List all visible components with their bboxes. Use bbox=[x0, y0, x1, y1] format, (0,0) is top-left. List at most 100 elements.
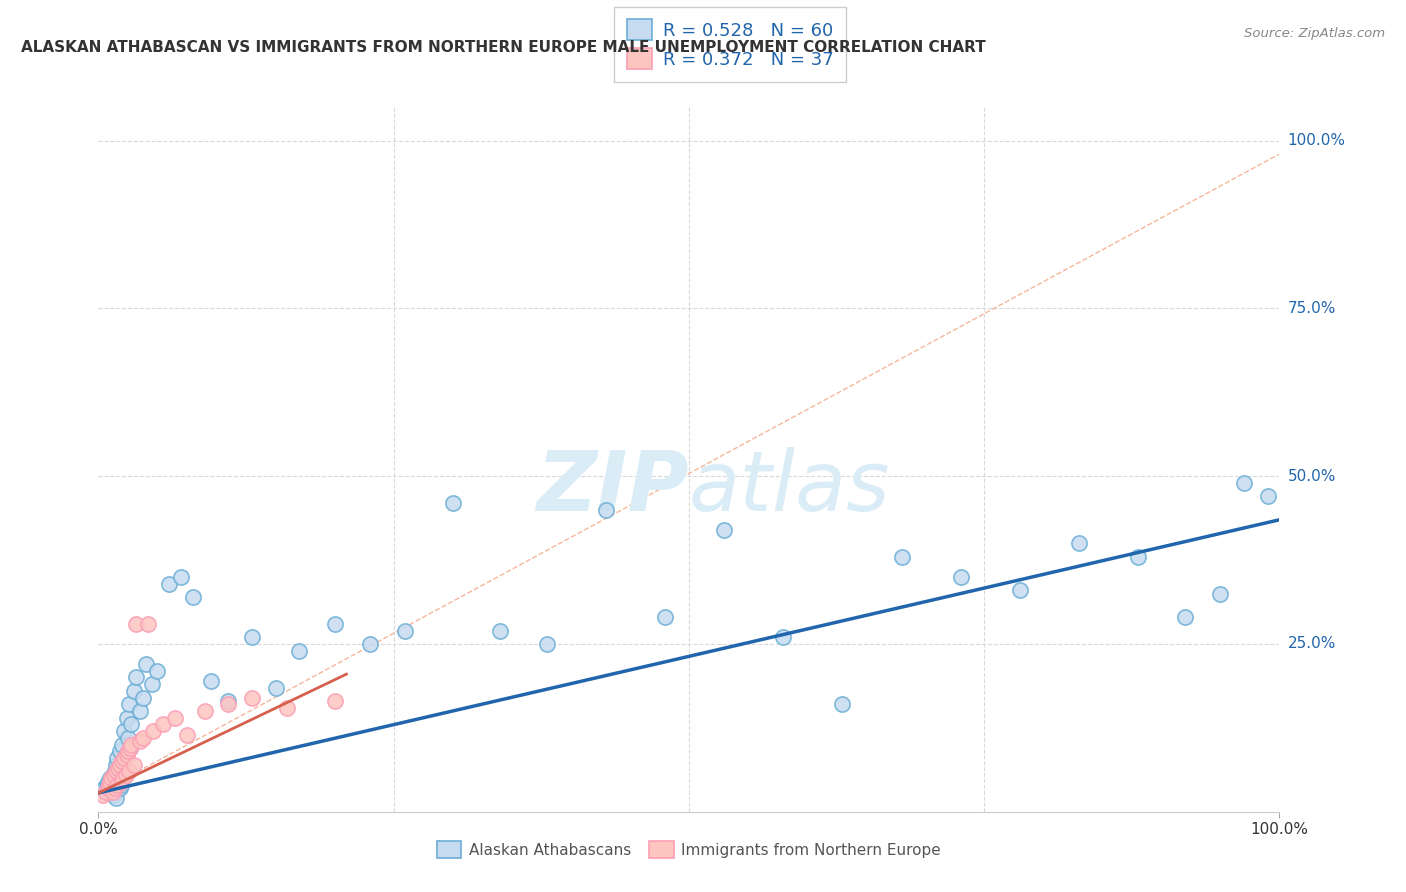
Point bbox=[110, 774, 132, 789]
Point bbox=[121, 738, 143, 752]
Point bbox=[288, 643, 311, 657]
Point bbox=[120, 741, 142, 756]
Point bbox=[170, 570, 193, 584]
Point bbox=[105, 778, 128, 792]
Point bbox=[181, 590, 204, 604]
Point bbox=[772, 630, 794, 644]
Point bbox=[128, 704, 150, 718]
Point bbox=[152, 717, 174, 731]
Text: ZIP: ZIP bbox=[536, 447, 689, 528]
Point bbox=[97, 774, 120, 789]
Point bbox=[276, 700, 298, 714]
Point bbox=[100, 771, 122, 785]
Point bbox=[118, 764, 141, 779]
Text: atlas: atlas bbox=[689, 447, 890, 528]
Point bbox=[323, 694, 346, 708]
Point bbox=[105, 764, 128, 779]
Point bbox=[713, 523, 735, 537]
Point bbox=[890, 549, 912, 564]
Point bbox=[132, 690, 155, 705]
Point bbox=[117, 744, 139, 758]
Point bbox=[98, 784, 121, 798]
Point bbox=[112, 771, 135, 785]
Point bbox=[595, 502, 617, 516]
Point bbox=[98, 778, 121, 792]
Point bbox=[121, 717, 143, 731]
Point bbox=[200, 673, 222, 688]
Point bbox=[114, 747, 136, 762]
Text: 50.0%: 50.0% bbox=[1288, 468, 1336, 483]
Point bbox=[93, 781, 115, 796]
Point bbox=[217, 694, 239, 708]
Point bbox=[112, 751, 135, 765]
Point bbox=[536, 637, 558, 651]
Point bbox=[1008, 583, 1031, 598]
Point bbox=[108, 757, 131, 772]
Text: 75.0%: 75.0% bbox=[1288, 301, 1336, 316]
Point bbox=[194, 704, 217, 718]
Point bbox=[136, 616, 159, 631]
Point bbox=[97, 781, 120, 796]
Point bbox=[103, 768, 125, 782]
Point bbox=[108, 781, 131, 796]
Point bbox=[654, 610, 676, 624]
Legend: Alaskan Athabascans, Immigrants from Northern Europe: Alaskan Athabascans, Immigrants from Nor… bbox=[430, 835, 948, 864]
Point bbox=[122, 684, 145, 698]
Point bbox=[165, 711, 187, 725]
Point bbox=[264, 681, 287, 695]
Point bbox=[101, 768, 124, 782]
Point bbox=[105, 757, 128, 772]
Point bbox=[98, 771, 121, 785]
Point bbox=[104, 764, 127, 779]
Point bbox=[115, 711, 138, 725]
Point bbox=[240, 690, 263, 705]
Point bbox=[115, 747, 138, 762]
Text: Source: ZipAtlas.com: Source: ZipAtlas.com bbox=[1244, 27, 1385, 40]
Point bbox=[831, 698, 853, 712]
Point bbox=[107, 761, 129, 775]
Point bbox=[176, 727, 198, 741]
Point bbox=[1126, 549, 1149, 564]
Point bbox=[91, 788, 114, 802]
Point bbox=[1257, 489, 1279, 503]
Point bbox=[112, 724, 135, 739]
Point bbox=[489, 624, 512, 638]
Point bbox=[141, 677, 163, 691]
Point bbox=[107, 761, 129, 775]
Point bbox=[1067, 536, 1090, 550]
Point bbox=[441, 496, 464, 510]
Point bbox=[98, 774, 121, 789]
Point bbox=[323, 616, 346, 631]
Point bbox=[110, 778, 132, 792]
Point bbox=[120, 741, 142, 756]
Point bbox=[1233, 475, 1256, 490]
Point bbox=[394, 624, 416, 638]
Point bbox=[1174, 610, 1197, 624]
Point bbox=[125, 671, 148, 685]
Point bbox=[114, 768, 136, 782]
Point bbox=[103, 788, 125, 802]
Point bbox=[105, 751, 128, 765]
Text: 100.0%: 100.0% bbox=[1288, 133, 1346, 148]
Point bbox=[96, 778, 118, 792]
Point bbox=[157, 576, 180, 591]
Point bbox=[101, 784, 124, 798]
Point bbox=[112, 771, 135, 785]
Text: 25.0%: 25.0% bbox=[1288, 636, 1336, 651]
Point bbox=[128, 734, 150, 748]
Point bbox=[142, 724, 165, 739]
Point bbox=[132, 731, 155, 745]
Point bbox=[111, 738, 134, 752]
Point bbox=[217, 698, 239, 712]
Point bbox=[359, 637, 381, 651]
Point bbox=[240, 630, 263, 644]
Point bbox=[949, 570, 972, 584]
Point bbox=[125, 616, 148, 631]
Point bbox=[111, 757, 134, 772]
Point bbox=[118, 698, 141, 712]
Point bbox=[105, 791, 128, 805]
Point bbox=[108, 744, 131, 758]
Point bbox=[122, 757, 145, 772]
Point bbox=[104, 781, 127, 796]
Point bbox=[135, 657, 157, 671]
